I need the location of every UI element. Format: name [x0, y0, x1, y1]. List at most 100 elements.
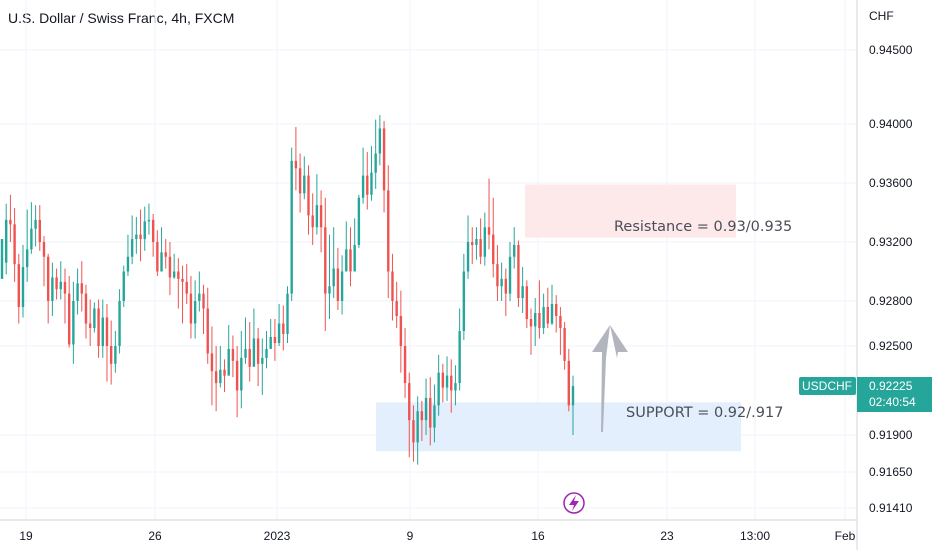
- candle-body: [76, 283, 79, 301]
- candle-body: [345, 249, 348, 272]
- price-tick-label: 0.94000: [869, 117, 913, 131]
- currency-label: CHF: [869, 9, 894, 23]
- candle-body: [454, 383, 457, 391]
- candle-body: [378, 128, 382, 154]
- candle-body: [164, 252, 167, 257]
- candle-body: [328, 286, 331, 294]
- candle-body: [387, 190, 390, 272]
- price-tick-label: 0.93600: [869, 176, 913, 190]
- candle-body: [25, 249, 29, 268]
- price-tick-label: 0.91410: [869, 501, 913, 515]
- candle-body: [93, 308, 96, 328]
- candle-body: [471, 242, 474, 245]
- candle-body: [319, 205, 323, 228]
- candle-body: [189, 293, 193, 324]
- candle-body: [80, 283, 83, 294]
- candle-body: [399, 316, 403, 346]
- candle-body: [555, 304, 558, 316]
- candle-body: [17, 264, 20, 307]
- last-price-badge: 0.92225 02:40:54: [857, 377, 932, 412]
- candle-body: [193, 301, 197, 324]
- support-zone: [376, 402, 741, 452]
- candle-body: [135, 234, 138, 240]
- candle-body: [382, 128, 386, 191]
- candle-body: [277, 323, 281, 343]
- candles: [0, 115, 575, 465]
- candle-body: [13, 224, 16, 265]
- candle-body: [101, 317, 104, 346]
- candle-body: [114, 346, 117, 364]
- price-tick-label: 0.91650: [869, 465, 913, 479]
- up-arrow-icon: [592, 325, 628, 432]
- candle-body: [105, 317, 109, 346]
- candle-body: [412, 420, 415, 443]
- candle-body: [256, 338, 260, 364]
- candle-body: [336, 268, 340, 301]
- candle-body: [4, 219, 8, 263]
- time-tick-label: Feb: [835, 529, 856, 543]
- candle-body: [525, 286, 529, 319]
- candle-body: [160, 252, 163, 272]
- time-tick-label: 19: [19, 529, 33, 543]
- candle-body: [349, 249, 352, 272]
- time-tick-label: 26: [148, 529, 162, 543]
- candle-body: [290, 160, 293, 294]
- candle-body: [324, 227, 327, 294]
- symbol-label: USDCHF: [802, 379, 852, 393]
- candle-body: [156, 242, 159, 272]
- time-tick-label: 13:00: [740, 529, 770, 543]
- candle-body: [450, 375, 453, 391]
- candle-body: [420, 411, 424, 421]
- candle-body: [223, 369, 226, 376]
- candle-body: [181, 278, 184, 282]
- candle-body: [403, 346, 407, 384]
- resistance-zone: [525, 184, 736, 238]
- candle-body: [177, 271, 180, 279]
- candle-body: [0, 239, 4, 279]
- candle-body: [55, 277, 58, 290]
- resistance-label: Resistance = 0.93/0.935: [614, 219, 792, 235]
- candle-body: [72, 301, 75, 345]
- candle-body: [307, 175, 310, 216]
- candle-body: [84, 293, 88, 324]
- candle-body: [374, 153, 377, 173]
- time-tick-label: 9: [407, 529, 414, 543]
- candle-body: [559, 316, 562, 328]
- lightning-icon: [569, 495, 579, 511]
- candle-body: [391, 271, 394, 301]
- candle-body: [42, 242, 46, 257]
- candle-body: [534, 313, 537, 327]
- candle-body: [298, 168, 302, 194]
- candle-body: [441, 372, 445, 388]
- candle-body: [546, 307, 550, 324]
- chart-title: U.S. Dollar / Swiss Franc, 4h, FXCM: [8, 10, 235, 26]
- candle-body: [282, 323, 285, 334]
- candle-body: [130, 239, 134, 257]
- candle-body: [227, 348, 230, 376]
- candle-body: [424, 397, 428, 421]
- time-axis[interactable]: 19 26 2023 9 16 23 13:00 Feb: [19, 529, 855, 543]
- candle-body: [550, 304, 554, 324]
- candle-body: [63, 281, 67, 294]
- candle-body: [38, 219, 41, 242]
- candle-body: [139, 234, 142, 240]
- candle-body: [210, 353, 214, 372]
- price-tick-label: 0.92500: [869, 339, 913, 353]
- event-marker[interactable]: [563, 492, 585, 514]
- candle-body: [21, 267, 25, 307]
- candle-body: [416, 411, 419, 443]
- candle-body: [332, 268, 335, 287]
- candle-body: [445, 375, 449, 388]
- candle-body: [46, 256, 50, 301]
- candle-body: [202, 293, 205, 309]
- candle-body: [361, 175, 365, 198]
- candle-body: [315, 205, 319, 228]
- candle-body: [214, 371, 218, 384]
- candle-body: [504, 278, 508, 294]
- price-tick-label: 0.94500: [869, 43, 913, 57]
- price-axis[interactable]: 0.94500 0.94000 0.93600 0.93200 0.92800 0.925…: [869, 43, 913, 515]
- candle-body: [475, 239, 478, 245]
- symbol-badge: USDCHF: [799, 377, 856, 395]
- price-tick-label: 0.92800: [869, 294, 913, 308]
